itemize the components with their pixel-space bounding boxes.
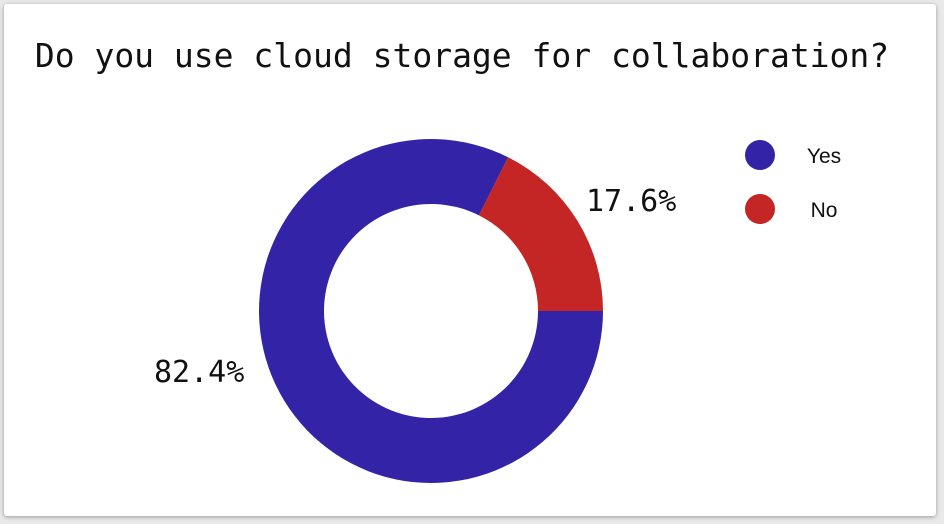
- legend-swatch-no: [745, 194, 775, 224]
- chart-title: Do you use cloud storage for collaborati…: [34, 36, 890, 75]
- donut-chart: 82.4% 17.6% Yes No: [154, 139, 841, 483]
- chart-card: Do you use cloud storage for collaborati…: [4, 4, 936, 516]
- legend-label-yes: Yes: [807, 145, 841, 168]
- legend-swatch-yes: [745, 140, 775, 170]
- data-label-yes: 82.4%: [154, 355, 244, 390]
- slice-yes: [258, 139, 603, 483]
- legend-label-no: No: [811, 199, 838, 222]
- data-label-no: 17.6%: [586, 184, 676, 219]
- slice-no: [478, 157, 603, 311]
